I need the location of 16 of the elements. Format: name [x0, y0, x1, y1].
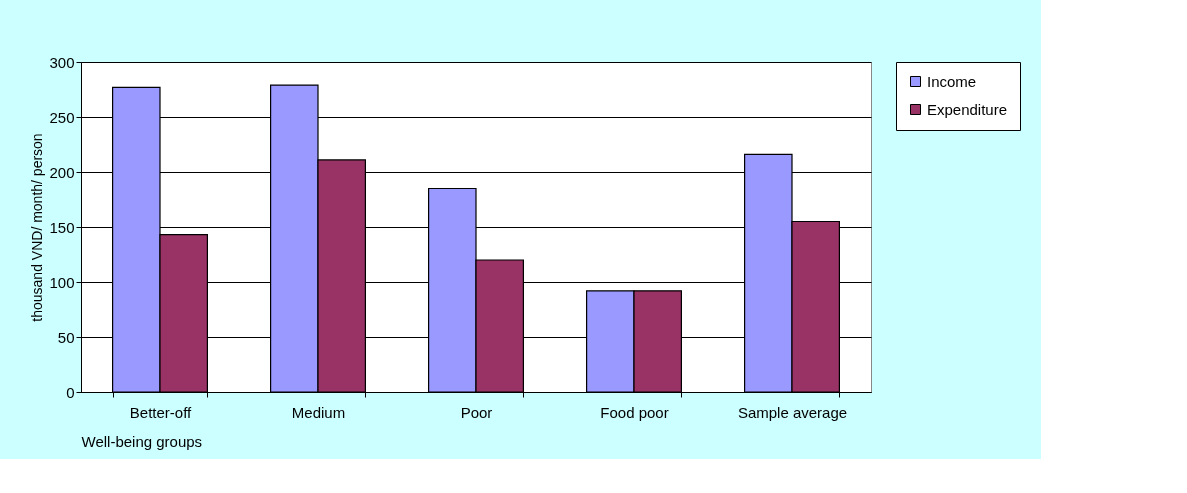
y-tick-label: 0 — [66, 383, 75, 401]
x-axis-title: Well-being groups — [81, 432, 203, 450]
x-tick-label: Better-off — [129, 403, 193, 421]
y-tick-label: 200 — [49, 163, 75, 181]
y-tick-label: 150 — [49, 218, 75, 236]
y-tick-label: 300 — [49, 53, 75, 71]
y-tick-label: 250 — [49, 108, 75, 126]
legend-label: Income — [927, 72, 977, 90]
y-tick-label: 100 — [49, 273, 75, 291]
x-tick-label: Sample average — [737, 403, 848, 421]
x-tick-label: Food poor — [600, 403, 669, 421]
y-tick-label: 50 — [57, 328, 75, 346]
y-axis-title: thousand VND/ month/ person — [29, 133, 46, 322]
x-tick-label: Poor — [460, 403, 493, 421]
x-tick-label: Medium — [291, 403, 346, 421]
legend-label: Expenditure — [927, 100, 1008, 118]
